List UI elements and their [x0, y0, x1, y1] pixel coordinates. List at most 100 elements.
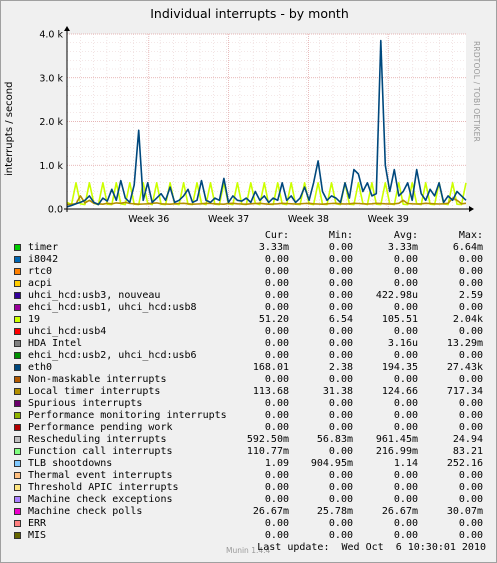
- legend-value-avg: 216.99m: [375, 446, 418, 457]
- legend-series-name: Performance monitoring interrupts: [28, 410, 227, 421]
- legend-value-min: 0.00: [328, 494, 353, 505]
- legend-value-min: 2.38: [328, 362, 353, 373]
- legend-value-max: 252.16: [446, 458, 483, 469]
- legend-value-avg: 0.00: [393, 482, 418, 493]
- legend-value-cur: 3.33m: [258, 242, 289, 253]
- plot-area: 0.0 1.0 k 2.0 k 3.0 k 4.0 k Week 36 Week 37 Wee…: [39, 26, 474, 226]
- legend-series-name: ERR: [28, 518, 47, 529]
- legend-series-name: Rescheduling interrupts: [28, 434, 167, 445]
- legend-value-avg: 3.16u: [387, 338, 418, 349]
- axes: [64, 26, 474, 212]
- legend-value-max: 0.00: [458, 326, 483, 337]
- x-tick-label: Week 39: [368, 214, 409, 225]
- legend-value-avg: 124.66: [381, 386, 418, 397]
- legend-row: MIS 0.00 0.00 0.00 0.00: [11, 530, 491, 542]
- legend-series-name: HDA Intel: [28, 338, 83, 349]
- legend-value-cur: 26.67m: [252, 506, 289, 517]
- legend-series-name: Local timer interrupts: [28, 386, 161, 397]
- legend-value-min: 0.00: [328, 398, 353, 409]
- legend-value-cur: 0.00: [264, 410, 289, 421]
- legend-value-min: 0.00: [328, 518, 353, 529]
- legend-value-max: 0.00: [458, 254, 483, 265]
- legend-series-name: TLB shootdowns: [28, 458, 113, 469]
- legend-series-name: Performance pending work: [28, 422, 173, 433]
- legend-value-max: 0.00: [458, 302, 483, 313]
- legend-series-name: MIS: [28, 530, 47, 541]
- x-tick-label: Week 36: [128, 214, 169, 225]
- legend-value-cur: 1.09: [264, 458, 289, 469]
- legend-value-avg: 105.51: [381, 314, 418, 325]
- series-line: [66, 182, 467, 206]
- legend-value-max: 83.21: [452, 446, 483, 457]
- legend-series-name: Thermal event interrupts: [28, 470, 173, 481]
- legend-row: ehci_hcd:usb2, uhci_hcd:usb6 0.00 0.00 0.00…: [11, 350, 491, 362]
- legend-value-cur: 0.00: [264, 302, 289, 313]
- legend-value-max: 0.00: [458, 482, 483, 493]
- legend-series-name: ehci_hcd:usb2, uhci_hcd:usb6: [28, 350, 197, 361]
- legend-value-max: 0.00: [458, 422, 483, 433]
- legend-swatch: [14, 460, 21, 467]
- legend-series-name: ehci_hcd:usb1, uhci_hcd:usb8: [28, 302, 197, 313]
- munin-version: Munin 1.4.4: [226, 546, 271, 555]
- legend-value-min: 0.00: [328, 326, 353, 337]
- legend-row: ERR 0.00 0.00 0.00 0.00: [11, 518, 491, 530]
- legend-series-name: eth0: [28, 362, 53, 373]
- legend-swatch: [14, 328, 21, 335]
- legend-value-min: 25.78m: [316, 506, 353, 517]
- legend-series-name: i8042: [28, 254, 59, 265]
- legend-row: TLB shootdowns 1.09 904.95m 1.14 252.16: [11, 458, 491, 470]
- legend-swatch: [14, 388, 21, 395]
- legend-swatch: [14, 280, 21, 287]
- legend-row: Performance monitoring interrupts 0.00 0.0…: [11, 410, 491, 422]
- legend-value-avg: 0.00: [393, 410, 418, 421]
- legend-value-cur: 113.68: [252, 386, 289, 397]
- legend-header-cur: Cur:: [264, 230, 289, 241]
- legend-value-min: 0.00: [328, 290, 353, 301]
- legend-swatch: [14, 448, 21, 455]
- legend-row: timer 3.33m 0.00 3.33m 6.64m: [11, 242, 491, 254]
- legend-row: Machine check polls 26.67m 25.78m 26.67m 30.…: [11, 506, 491, 518]
- legend-value-max: 27.43k: [446, 362, 483, 373]
- legend-swatch: [14, 304, 21, 311]
- legend-value-max: 0.00: [458, 494, 483, 505]
- legend-value-cur: 592.50m: [246, 434, 289, 445]
- legend-value-max: 0.00: [458, 374, 483, 385]
- legend-value-max: 0.00: [458, 530, 483, 541]
- legend-value-cur: 0.00: [264, 266, 289, 277]
- y-tick-label: 4.0 k: [39, 30, 63, 41]
- legend-swatch: [14, 340, 21, 347]
- legend-value-max: 0.00: [458, 278, 483, 289]
- legend-value-avg: 0.00: [393, 266, 418, 277]
- legend-value-cur: 110.77m: [246, 446, 289, 457]
- legend-row: Threshold APIC interrupts 0.00 0.00 0.00 0.0…: [11, 482, 491, 494]
- legend-value-min: 0.00: [328, 446, 353, 457]
- legend-series-name: Function call interrupts: [28, 446, 173, 457]
- legend-series-name: rtc0: [28, 266, 53, 277]
- legend-swatch: [14, 376, 21, 383]
- legend-value-avg: 3.33m: [387, 242, 418, 253]
- legend-row: HDA Intel 0.00 0.00 3.16u 13.29m: [11, 338, 491, 350]
- legend-value-cur: 0.00: [264, 338, 289, 349]
- legend-row: 19 51.20 6.54 105.51 2.04k: [11, 314, 491, 326]
- legend-swatch: [14, 520, 21, 527]
- legend-value-avg: 194.35: [381, 362, 418, 373]
- legend-row: uhci_hcd:usb4 0.00 0.00 0.00 0.00: [11, 326, 491, 338]
- x-axis-arrow: [469, 206, 474, 212]
- series-line: [66, 195, 467, 206]
- legend-value-avg: 0.00: [393, 422, 418, 433]
- legend-value-avg: 0.00: [393, 530, 418, 541]
- tick-labels: 0.0 1.0 k 2.0 k 3.0 k 4.0 k Week 36 Week 37 Wee…: [39, 30, 408, 226]
- legend-value-min: 0.00: [328, 302, 353, 313]
- legend-value-max: 0.00: [458, 410, 483, 421]
- legend-value-max: 13.29m: [446, 338, 483, 349]
- y-tick-label: 2.0 k: [39, 117, 63, 128]
- legend-header-min: Min:: [328, 230, 353, 241]
- legend-value-avg: 0.00: [393, 326, 418, 337]
- legend-swatch: [14, 508, 21, 515]
- legend-swatch: [14, 316, 21, 323]
- legend-value-cur: 0.00: [264, 482, 289, 493]
- legend-row: uhci_hcd:usb3, nouveau 0.00 0.00 422.98u 2.5…: [11, 290, 491, 302]
- series-line: [66, 39, 467, 208]
- legend-row: rtc0 0.00 0.00 0.00 0.00: [11, 266, 491, 278]
- legend-row: Function call interrupts 110.77m 0.00 216.9…: [11, 446, 491, 458]
